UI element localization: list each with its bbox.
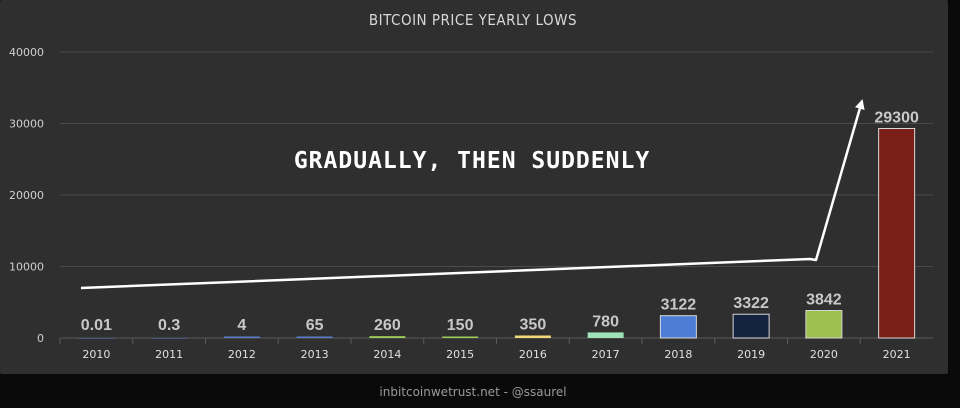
- chart-panel: [0, 0, 948, 374]
- bar-2014: [369, 336, 406, 338]
- data-label-2017: 780: [592, 313, 619, 330]
- bar-2012: [223, 336, 260, 338]
- y-tick-label: 20000: [9, 189, 44, 202]
- x-tick-label: 2010: [82, 348, 110, 361]
- y-axis: 0 10000 20000 30000 40000: [9, 46, 44, 345]
- annotation-text: GRADUALLY, THEN SUDDENLY: [294, 148, 650, 174]
- x-tick-label: 2017: [592, 348, 620, 361]
- x-tick-label: 2015: [446, 348, 474, 361]
- bar-2019: [732, 313, 770, 339]
- trend-arrow-line: [80, 99, 865, 290]
- x-tick-label: 2018: [664, 348, 692, 361]
- bar-2011: [151, 337, 188, 339]
- data-label-2020: 3842: [806, 292, 842, 309]
- x-tick-label: 2019: [737, 348, 765, 361]
- bar-2013: [296, 336, 333, 338]
- bar-2018: [659, 315, 697, 339]
- data-label-2012: 4: [237, 317, 246, 334]
- bar-2010: [78, 337, 115, 339]
- bar-2016: [514, 335, 551, 338]
- data-label-2019: 3322: [733, 295, 769, 312]
- data-label-2015: 150: [447, 317, 474, 334]
- bar-2020: [805, 310, 843, 339]
- x-tick-label: 2020: [810, 348, 838, 361]
- data-label-2021: 29300: [874, 110, 919, 127]
- x-tick-label: 2013: [301, 348, 329, 361]
- trend-arrow: [80, 99, 865, 290]
- x-tick-label: 2012: [228, 348, 256, 361]
- data-labels: 0.01 0.3 4 65 260 150 350 780 3122 3322 3842 29300: [81, 110, 919, 334]
- data-label-2014: 260: [374, 317, 401, 334]
- y-tick-label: 40000: [9, 46, 44, 59]
- grid: [60, 51, 933, 339]
- bar-2021: [878, 128, 916, 339]
- x-tick-label: 2011: [155, 348, 183, 361]
- x-tick-label: 2021: [883, 348, 911, 361]
- data-label-2013: 65: [306, 317, 324, 334]
- footer-credit: inbitcoinwetrust.net - @ssaurel: [379, 385, 566, 399]
- y-tick-label: 0: [37, 332, 44, 345]
- data-label-2011: 0.3: [158, 317, 180, 334]
- data-label-2010: 0.01: [81, 317, 112, 334]
- bars: [78, 128, 916, 339]
- y-tick-label: 10000: [9, 261, 44, 274]
- bar-2015: [442, 336, 479, 338]
- x-tick-label: 2014: [373, 348, 401, 361]
- y-tick-label: 30000: [9, 118, 44, 131]
- x-axis: 2010 2011 2012 2013 2014 2015 2016 2017 2018 2019…: [59, 338, 911, 361]
- data-label-2018: 3122: [661, 297, 697, 314]
- x-tick-label: 2016: [519, 348, 547, 361]
- chart-title: BITCOIN PRICE YEARLY LOWS: [369, 11, 577, 29]
- data-label-2016: 350: [520, 316, 547, 333]
- bar-2017: [587, 332, 624, 338]
